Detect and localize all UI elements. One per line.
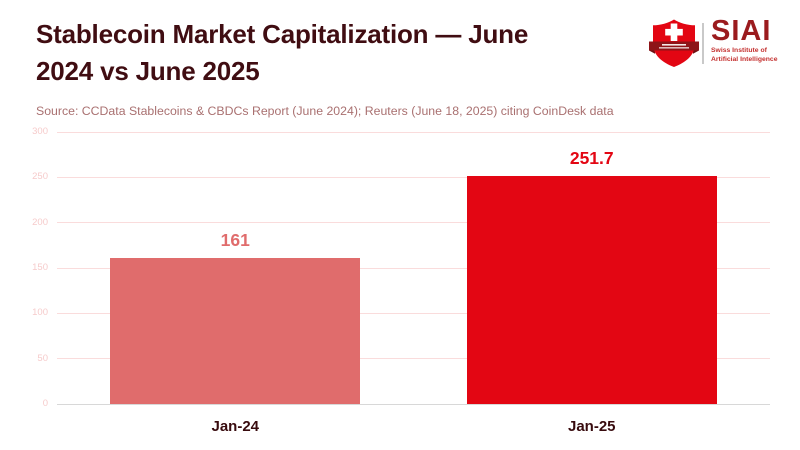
- swiss-shield-icon: [649, 19, 699, 67]
- bar-jan-24: [110, 258, 361, 404]
- x-axis-tick-label: Jan-25: [567, 418, 616, 435]
- gridline: [57, 131, 770, 133]
- y-axis-tick-label: 200: [32, 216, 48, 228]
- y-axis-tick-label: 0: [42, 398, 48, 409]
- bar-jan-25: [466, 175, 717, 404]
- bar-value-label: 161: [220, 230, 250, 251]
- logo-org-line1: Swiss Institute of: [711, 47, 767, 54]
- gridline: [57, 403, 770, 405]
- page-title: Stablecoin Market Capitalization — June …: [36, 19, 529, 86]
- source-note: Source: CCData Stablecoins & CBDCs Repor…: [36, 104, 614, 118]
- logo-text: SIAI Swiss Institute of Artificial Intel…: [711, 15, 778, 64]
- y-axis-tick-label: 250: [32, 171, 48, 183]
- y-axis-tick-label: 100: [32, 307, 48, 319]
- logo-divider: [702, 23, 704, 64]
- logo-org-line2: Artificial Intelligence: [711, 55, 778, 63]
- y-axis-tick-label: 50: [37, 352, 48, 364]
- x-axis-tick-label: Jan-24: [211, 418, 260, 435]
- gridline: [57, 176, 770, 178]
- gridline: [57, 222, 770, 224]
- plot-area: 0 50 100 150 200 250 300 161 Jan-24 251.7 Jan-25: [32, 126, 770, 435]
- siai-logo: SIAI Swiss Institute of Artificial Intel…: [648, 15, 800, 71]
- bar-value-label: 251.7: [569, 147, 614, 168]
- gridline: [57, 358, 770, 360]
- logo-acronym: SIAI: [711, 15, 772, 47]
- y-axis-tick-label: 300: [32, 126, 48, 137]
- y-axis-tick-label: 150: [32, 262, 48, 273]
- gridline: [57, 312, 770, 314]
- gridline: [57, 267, 770, 269]
